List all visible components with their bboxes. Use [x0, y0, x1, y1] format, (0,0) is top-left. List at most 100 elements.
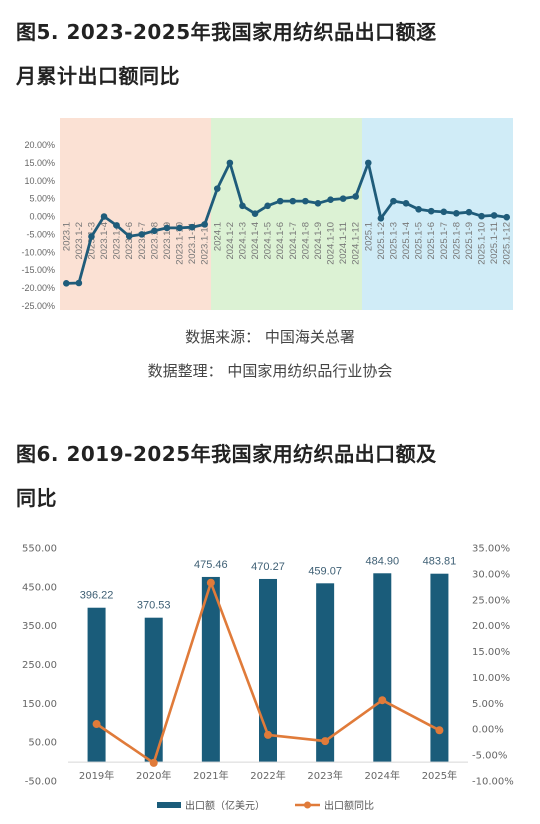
- data-point: [149, 758, 158, 767]
- left-y-tick-label: 350.00: [22, 621, 57, 632]
- x-category-label: 2025.1-4: [401, 222, 412, 260]
- x-axis-year-labels: 2019年 2020年 2021年 2022年 2023年 2024年 2025年: [79, 769, 457, 782]
- right-y-tick-label: 10.00%: [472, 673, 510, 684]
- legend-line-label: 出口额同比: [324, 799, 374, 812]
- left-y-tick-label: 150.00: [22, 699, 57, 710]
- right-y-tick-label: 15.00%: [472, 647, 510, 658]
- x-category-label: 2025.1-12: [502, 222, 513, 265]
- x-category-label: 2024.1: [212, 222, 223, 251]
- right-y-tick-label: 30.00%: [472, 569, 510, 580]
- data-point: [478, 212, 485, 220]
- right-y-tick-label: -10.00%: [472, 777, 514, 788]
- bar: [144, 617, 163, 762]
- right-y-tick-label: -5.00%: [472, 751, 507, 762]
- right-y-tick-label: 35.00%: [472, 544, 510, 555]
- x-year-label: 2019年: [79, 769, 114, 782]
- data-point: [490, 212, 498, 219]
- x-category-label: 2024.1-2: [225, 222, 236, 260]
- data-point: [176, 224, 183, 232]
- legend-line-marker: [304, 801, 311, 809]
- y-tick-label: 5.00%: [29, 194, 55, 204]
- data-point: [453, 209, 460, 217]
- data-point: [435, 726, 444, 735]
- data-point: [206, 578, 215, 587]
- y-tick-label: -5.00%: [26, 229, 55, 239]
- bar: [201, 576, 220, 762]
- data-point: [75, 279, 83, 287]
- figure6-title-line1: 图6. 2019-2025年我国家用纺织品出口额及: [16, 442, 437, 466]
- x-category-label: 2023.1-6: [124, 222, 135, 260]
- x-category-label: 2025.1-2: [376, 222, 387, 260]
- data-point: [289, 197, 297, 205]
- data-point: [125, 232, 133, 240]
- data-point: [378, 696, 387, 705]
- bar: [316, 583, 335, 762]
- data-point: [201, 221, 209, 228]
- yoy-line-series: [92, 578, 444, 767]
- figure5-title-line2: 月累计出口额同比: [16, 64, 180, 88]
- x-category-label: 2025.1-6: [426, 222, 437, 260]
- data-point: [390, 197, 397, 205]
- x-category-label: 2024.1-8: [300, 222, 311, 260]
- data-point: [321, 737, 330, 746]
- data-point: [440, 208, 448, 216]
- data-point: [377, 214, 385, 222]
- x-year-label: 2024年: [365, 769, 400, 782]
- data-point: [302, 197, 309, 205]
- y-tick-label: 0.00%: [29, 212, 55, 222]
- data-point: [251, 210, 259, 217]
- data-point: [151, 227, 158, 235]
- figure5-title-line1: 图5. 2023-2025年我国家用纺织品出口额逐: [16, 20, 437, 44]
- data-point: [100, 213, 108, 220]
- background-2023: [60, 118, 211, 310]
- legend-bar-swatch: [157, 802, 181, 808]
- legend-bar-label: 出口额（亿美元）: [185, 799, 265, 812]
- data-point: [415, 206, 422, 213]
- data-point: [276, 197, 284, 205]
- data-point: [62, 280, 70, 287]
- x-category-label: 2023.1-4: [99, 222, 110, 260]
- bar: [87, 607, 106, 762]
- figure6-title-line2: 同比: [16, 486, 57, 510]
- data-point: [339, 195, 347, 202]
- data-point: [239, 202, 246, 210]
- y-tick-label: -15.00%: [21, 265, 55, 275]
- x-category-label: 2025.1-5: [414, 222, 425, 260]
- period-backgrounds: [60, 118, 513, 310]
- x-year-label: 2022年: [250, 769, 285, 782]
- data-point: [503, 213, 511, 221]
- data-point: [88, 233, 95, 240]
- x-category-label: 2023.1-2: [74, 222, 85, 260]
- data-point: [327, 196, 334, 203]
- x-category-label: 2025.1-7: [439, 222, 450, 260]
- bar-value-label: 470.27: [251, 561, 285, 573]
- x-category-label: 2023.1-10: [175, 222, 186, 265]
- x-category-label: 2024.1-12: [351, 222, 362, 265]
- left-y-tick-label: 550.00: [22, 544, 57, 555]
- left-y-tick-label: -50.00: [25, 777, 57, 788]
- export-value-bars: 396.22 370.53 475.46 470.27 459.07 484.90 483.…: [68, 555, 468, 763]
- y-tick-label: -25.00%: [21, 301, 55, 311]
- x-category-label: 2023.1-8: [149, 222, 160, 260]
- x-category-label: 2023.1-12: [200, 222, 211, 265]
- data-point: [188, 223, 196, 231]
- left-y-tick-label: 250.00: [22, 660, 57, 671]
- background-2025: [362, 118, 513, 310]
- x-category-label: 2025.1-9: [464, 222, 475, 260]
- right-y-tick-label: 5.00%: [472, 699, 504, 710]
- x-category-label: 2024.1-11: [338, 222, 349, 264]
- right-y-tick-label: 0.00%: [472, 725, 504, 736]
- x-category-label: 2023.1-11: [187, 222, 198, 264]
- data-source-line: 数据来源： 中国海关总署: [185, 328, 355, 346]
- x-category-label: 2024.1-5: [263, 222, 274, 260]
- data-point: [427, 207, 435, 215]
- data-point: [264, 730, 272, 739]
- data-point: [364, 159, 372, 167]
- x-category-label: 2025.1-8: [451, 222, 462, 260]
- x-category-label: 2023.1: [61, 222, 72, 251]
- yoy-line-series: [62, 159, 511, 287]
- y-tick-label: 10.00%: [24, 176, 55, 186]
- background-2024: [211, 118, 362, 310]
- y-tick-label: -20.00%: [21, 283, 55, 293]
- data-point: [352, 193, 360, 200]
